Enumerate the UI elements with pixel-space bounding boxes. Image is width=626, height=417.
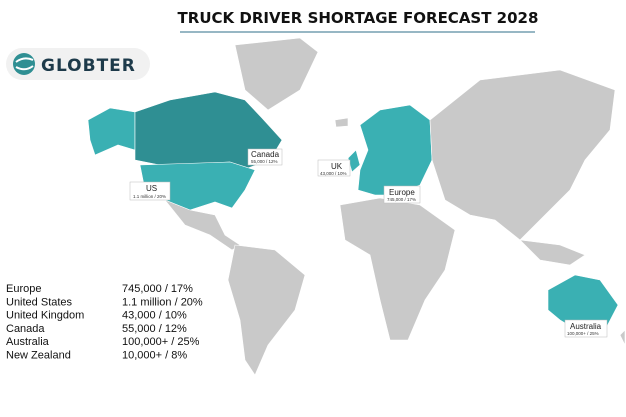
label-box bbox=[317, 159, 351, 177]
region-name: Canada bbox=[6, 323, 45, 335]
iceland bbox=[334, 117, 349, 128]
map-label-value: 55,000 / 12% bbox=[251, 159, 278, 164]
shortage-value: 1.1 million / 20% bbox=[122, 296, 203, 308]
europe bbox=[357, 104, 433, 196]
shortage-value: 745,000 / 17% bbox=[122, 283, 193, 295]
shortage-value: 10,000+ / 8% bbox=[122, 350, 187, 362]
logo: GLOBTER bbox=[6, 48, 150, 80]
uk bbox=[347, 149, 361, 173]
logo-text: GLOBTER bbox=[41, 56, 136, 76]
logo-icon bbox=[13, 53, 35, 75]
map-label-name: Australia bbox=[570, 322, 602, 331]
map-label-value: 100,000+ / 25% bbox=[567, 331, 599, 336]
region-name: Europe bbox=[6, 283, 41, 295]
region-name: United States bbox=[6, 296, 73, 308]
label-box bbox=[564, 319, 608, 338]
map-label-name: US bbox=[146, 184, 157, 193]
africa bbox=[339, 197, 456, 341]
map-label-name: UK bbox=[331, 162, 343, 171]
label-box bbox=[247, 148, 283, 166]
shortage-table: Europe 745,000 / 17% United States 1.1 mill… bbox=[6, 283, 203, 362]
region-name: Australia bbox=[6, 336, 50, 348]
map-label-value: 745,000 / 17% bbox=[387, 197, 416, 202]
label-box bbox=[129, 181, 171, 201]
map-label-value: 1.1 million / 20% bbox=[133, 194, 166, 199]
shortage-value: 55,000 / 12% bbox=[122, 323, 187, 335]
map-label-value: 43,000 / 10% bbox=[320, 171, 347, 176]
alaska bbox=[87, 107, 136, 156]
shortage-value: 100,000+ / 25% bbox=[122, 336, 200, 348]
south-america bbox=[227, 244, 306, 376]
map-labels: Canada 55,000 / 12% US 1.1 million / 20%… bbox=[129, 148, 608, 338]
region-name: New Zealand bbox=[6, 350, 71, 362]
central-america bbox=[164, 199, 241, 251]
logo-badge bbox=[6, 48, 150, 80]
region-name: United Kingdom bbox=[6, 310, 84, 322]
indonesia bbox=[519, 239, 586, 266]
new-zealand bbox=[619, 329, 626, 346]
shortage-value: 43,000 / 10% bbox=[122, 310, 187, 322]
title: TRUCK DRIVER SHORTAGE FORECAST 2028 bbox=[178, 9, 539, 27]
greenland bbox=[234, 37, 319, 111]
map-label-name: Canada bbox=[251, 150, 280, 159]
logo-swoosh bbox=[15, 57, 34, 71]
asia bbox=[429, 69, 616, 241]
map-label-name: Europe bbox=[389, 188, 415, 197]
label-box bbox=[383, 185, 421, 204]
